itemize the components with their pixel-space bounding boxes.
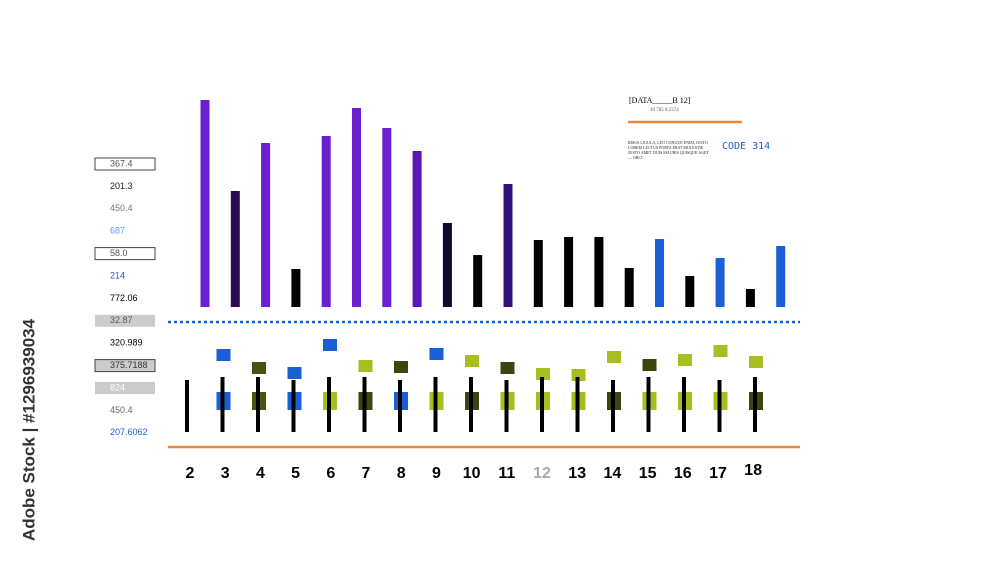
side-label: 367.4 bbox=[110, 158, 133, 168]
side-label: 58.0 bbox=[110, 248, 128, 258]
bar bbox=[624, 268, 634, 307]
marker-top bbox=[500, 362, 515, 374]
label-box bbox=[95, 314, 155, 327]
tick-bar bbox=[753, 377, 757, 432]
side-label: 207.6062 bbox=[110, 427, 148, 437]
bar bbox=[776, 246, 786, 307]
x-label: 8 bbox=[397, 465, 406, 482]
bar bbox=[412, 151, 422, 307]
side-label: 824 bbox=[110, 382, 125, 392]
marker-top bbox=[536, 368, 550, 380]
header-body-box: RISUS LIGULA, LEO CONGUE ENIM, JUSTO LOR… bbox=[628, 140, 709, 160]
marker-top bbox=[571, 369, 586, 381]
bar bbox=[382, 128, 392, 307]
x-label: 4 bbox=[256, 465, 265, 482]
label-box bbox=[94, 247, 156, 261]
x-label: 10 bbox=[463, 465, 481, 482]
marker-top bbox=[429, 348, 444, 360]
label-box bbox=[95, 382, 155, 394]
marker-top bbox=[358, 360, 373, 372]
bar bbox=[503, 184, 513, 307]
x-label: 13 bbox=[568, 465, 586, 482]
tick-bar bbox=[646, 377, 651, 432]
x-label: 9 bbox=[432, 465, 441, 482]
side-label: 375.7188 bbox=[110, 360, 148, 370]
bar bbox=[564, 237, 574, 307]
tick-bar bbox=[291, 380, 296, 432]
x-label: 5 bbox=[291, 465, 300, 482]
header-subtitle: 10 785 8,2374 bbox=[650, 108, 679, 113]
marker-top bbox=[749, 356, 763, 368]
tick-bar bbox=[398, 380, 402, 432]
bar bbox=[200, 100, 210, 307]
side-label: 320.989 bbox=[110, 338, 143, 348]
bar bbox=[321, 136, 331, 307]
side-label: 214 bbox=[110, 270, 125, 280]
tick-bar bbox=[540, 377, 544, 432]
side-label: 32.87 bbox=[110, 315, 133, 325]
bar bbox=[715, 258, 725, 307]
x-label: 3 bbox=[221, 465, 230, 482]
header-title: [DATA_____B 12] bbox=[629, 96, 691, 105]
marker-top bbox=[607, 351, 621, 363]
bar bbox=[655, 239, 664, 307]
code-label: CODE 314 bbox=[722, 141, 770, 152]
x-label: 15 bbox=[639, 465, 657, 482]
bar bbox=[291, 269, 301, 307]
label-box bbox=[94, 157, 156, 171]
marker-top bbox=[465, 355, 479, 367]
x-label: 7 bbox=[362, 465, 371, 482]
tick-bar bbox=[611, 380, 615, 432]
bar bbox=[230, 191, 240, 307]
tick-bar bbox=[504, 380, 509, 432]
marker-top bbox=[642, 359, 657, 371]
x-label: 16 bbox=[674, 465, 692, 482]
side-label: 201.3 bbox=[110, 181, 133, 191]
tick-bar bbox=[717, 380, 722, 432]
bar bbox=[594, 237, 604, 307]
bar bbox=[352, 108, 361, 307]
x-label: 12 bbox=[533, 465, 551, 482]
marker-top bbox=[216, 349, 231, 361]
marker-top bbox=[323, 339, 337, 351]
tick-bar bbox=[256, 377, 260, 432]
side-label: 450.4 bbox=[110, 203, 133, 213]
tick-bar bbox=[575, 377, 580, 432]
tick-bar bbox=[327, 377, 331, 432]
tick-bar bbox=[469, 377, 473, 432]
header-body: RISUS LIGULA, LEO CONGUE ENIM, JUSTO LOR… bbox=[628, 140, 709, 160]
marker-top bbox=[678, 354, 692, 366]
x-label: 17 bbox=[709, 465, 727, 482]
x-label: 2 bbox=[186, 465, 195, 482]
x-label: 14 bbox=[604, 465, 622, 482]
bar bbox=[685, 276, 695, 307]
label-box bbox=[94, 359, 156, 373]
side-label: 687 bbox=[110, 226, 125, 236]
tick-bar bbox=[433, 377, 438, 432]
tick-bar bbox=[220, 377, 225, 432]
bar bbox=[261, 143, 271, 307]
tick-bar bbox=[682, 377, 686, 432]
bar bbox=[745, 289, 755, 307]
watermark: Adobe Stock | #1296939034 bbox=[19, 318, 38, 541]
tick-bar bbox=[362, 377, 367, 432]
marker-top bbox=[252, 362, 266, 374]
marker-top bbox=[713, 345, 728, 357]
side-label: 772.06 bbox=[110, 293, 138, 303]
marker-top bbox=[287, 367, 302, 379]
x-label: 18 bbox=[744, 462, 762, 479]
tick-bar bbox=[185, 380, 189, 432]
x-label: 11 bbox=[498, 465, 515, 482]
bar bbox=[533, 240, 543, 307]
marker-top bbox=[394, 361, 408, 373]
bar bbox=[442, 223, 452, 307]
x-label: 6 bbox=[326, 465, 335, 482]
bar bbox=[473, 255, 483, 307]
side-label: 450.4 bbox=[110, 405, 133, 415]
